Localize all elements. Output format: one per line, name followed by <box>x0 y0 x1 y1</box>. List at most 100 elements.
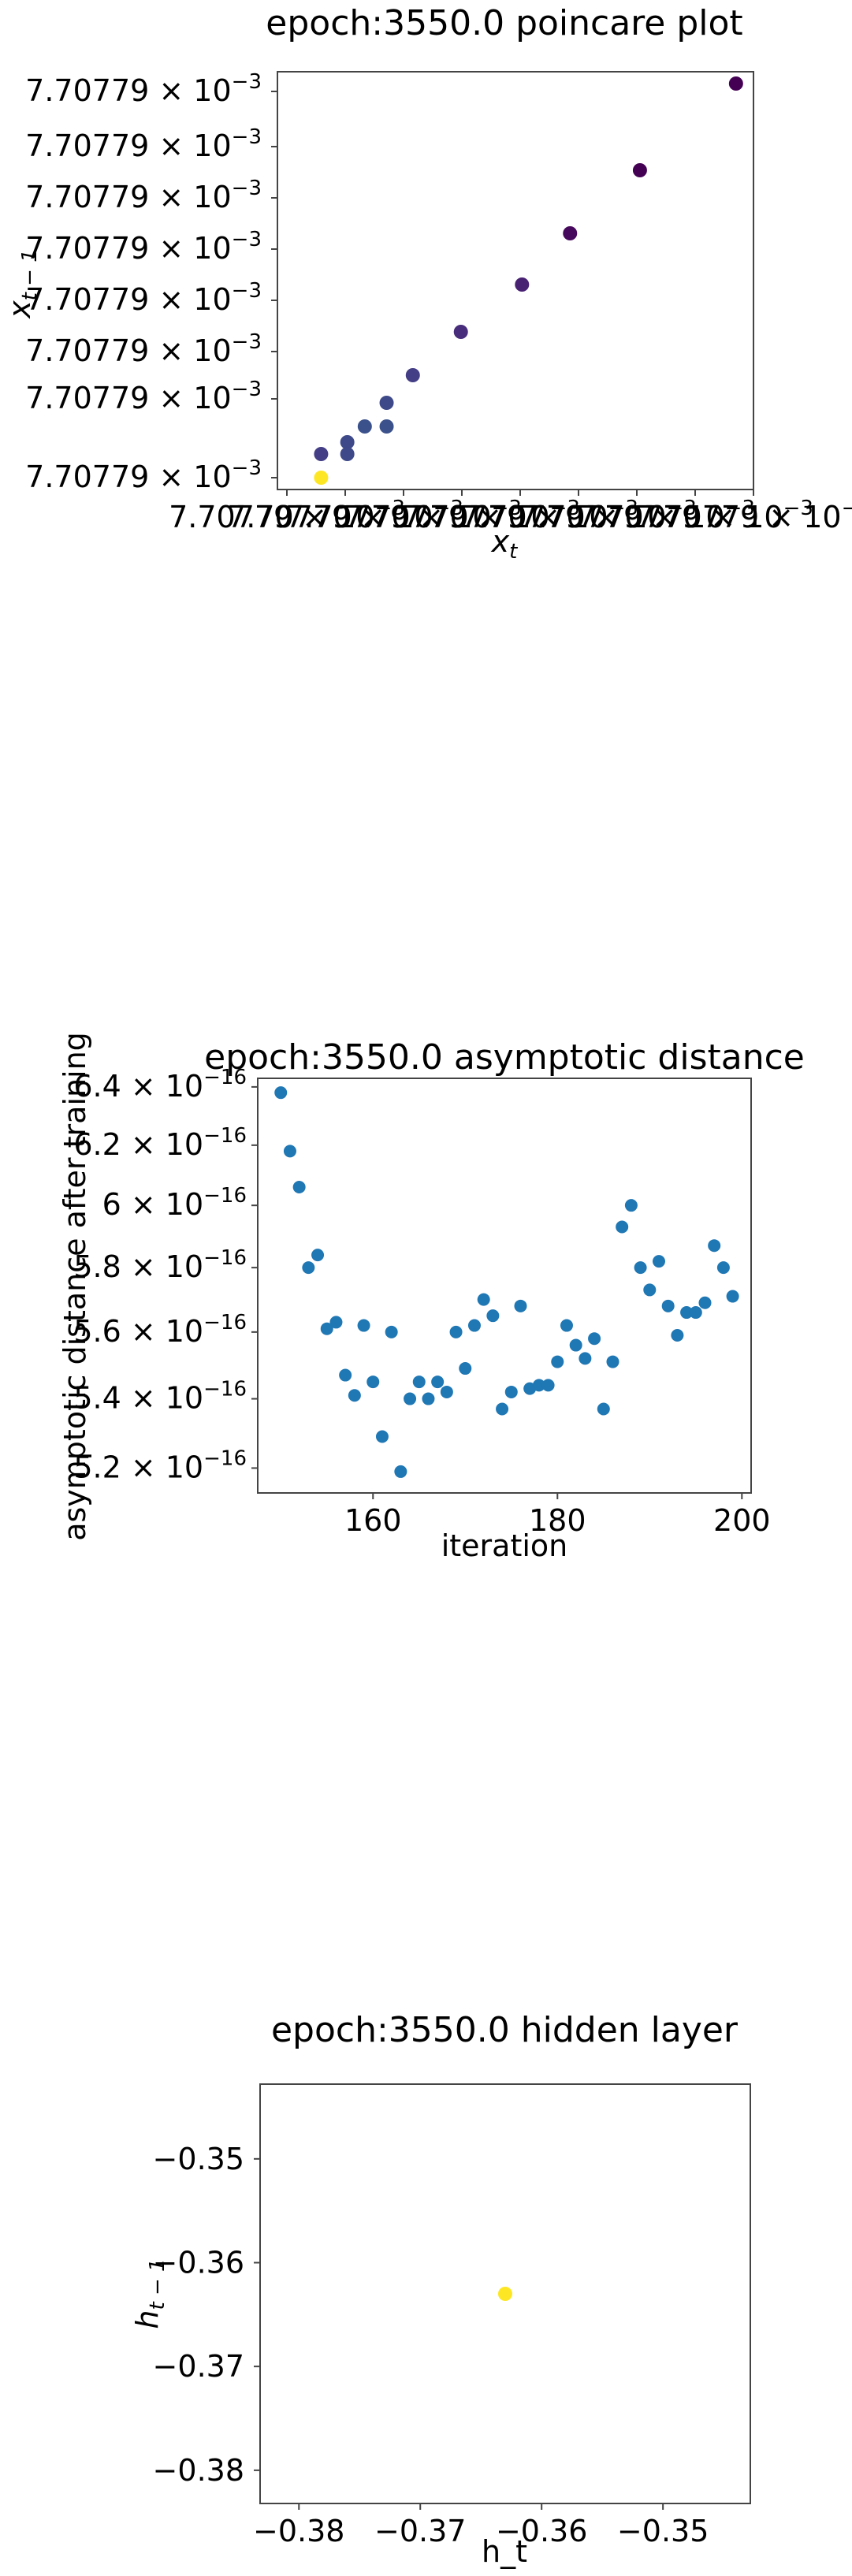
hidden-chart-title: epoch:3550.0 hidden layer <box>271 2010 739 2050</box>
poincare-y-tick-label: 7.70779 × 10−3 <box>25 330 262 368</box>
distance-plot-frame <box>257 1078 752 1494</box>
hidden-x-ticks: −0.38 −0.37 −0.36 −0.35 <box>253 2503 709 2548</box>
distance-point <box>375 1430 389 1443</box>
distance-x-tick-label: 180 <box>529 1503 586 1538</box>
distance-point <box>661 1299 675 1312</box>
poincare-x-tick-label: 7.70779 × 10−3 <box>227 497 463 534</box>
asymptotic-distance-chart: epoch:3550.0 asymptotic distance 5.2 × 1… <box>58 1032 805 1563</box>
distance-point <box>541 1379 555 1392</box>
hidden-x-tick-label: −0.35 <box>617 2514 709 2548</box>
distance-y-tick-label: 6.4 × 10−16 <box>73 1066 247 1104</box>
distance-point <box>283 1145 296 1158</box>
distance-x-tick-label: 160 <box>344 1503 402 1538</box>
distance-point <box>634 1261 647 1275</box>
distance-point <box>339 1368 352 1382</box>
distance-y-tick-label: 5.2 × 10−16 <box>73 1446 247 1484</box>
distance-y-tick-label: 6 × 10−16 <box>102 1184 247 1222</box>
distance-point <box>606 1355 619 1368</box>
poincare-x-tick-label: 7.70779 × 10−3 <box>577 497 813 534</box>
distance-point <box>716 1261 730 1275</box>
poincare-x-tick-label: 7.70779 × 10−3 <box>285 497 522 534</box>
poincare-y-tick-label: 7.70779 × 10−3 <box>25 378 262 415</box>
distance-point <box>652 1255 665 1268</box>
poincare-point <box>563 226 578 240</box>
distance-point <box>486 1309 500 1323</box>
poincare-plot-frame <box>277 71 754 490</box>
poincare-x-tick-label: 7.70779 × 10−3 <box>169 497 405 534</box>
poincare-x-tick-label: 7.70779 × 10−3 <box>460 497 697 534</box>
distance-point <box>329 1316 343 1329</box>
distance-point <box>422 1392 435 1405</box>
distance-point <box>514 1299 527 1312</box>
distance-point <box>569 1338 582 1352</box>
poincare-y-tick-label: 7.70779 × 10−3 <box>25 279 262 317</box>
distance-point <box>412 1375 426 1389</box>
poincare-point <box>314 471 329 485</box>
poincare-point <box>405 368 420 382</box>
distance-point <box>357 1319 370 1332</box>
distance-point <box>680 1306 694 1320</box>
poincare-x-tick-label: 7.70779 × 10−3 <box>344 497 580 534</box>
poincare-point <box>453 325 468 339</box>
distance-point <box>320 1322 333 1335</box>
poincare-point <box>379 419 394 434</box>
poincare-y-tick-label: 7.70779 × 10−3 <box>25 177 262 214</box>
poincare-x-tick-label: 7.70779 × 10−3 <box>635 497 852 534</box>
poincare-chart-title: epoch:3550.0 poincare plot <box>266 3 742 43</box>
poincare-point <box>728 76 743 91</box>
distance-x-axis-label: iteration <box>441 1528 568 1563</box>
distance-y-tick-label: 5.4 × 10−16 <box>73 1378 247 1416</box>
hidden-y-tick-label: −0.37 <box>153 2349 244 2384</box>
distance-point <box>643 1283 657 1297</box>
distance-point <box>698 1296 712 1309</box>
distance-point <box>689 1306 702 1320</box>
hidden-x-tick-label: −0.38 <box>253 2514 344 2548</box>
distance-point <box>616 1220 629 1234</box>
distance-point <box>431 1375 445 1389</box>
poincare-x-tick-label: 7.70779 × 10−3 <box>402 497 638 534</box>
distance-point <box>560 1319 573 1332</box>
hidden-point <box>498 2287 512 2301</box>
distance-point <box>496 1402 509 1416</box>
distance-point <box>504 1385 518 1398</box>
distance-point <box>394 1465 407 1478</box>
distance-y-tick-label: 5.8 × 10−16 <box>73 1246 247 1284</box>
distance-point <box>708 1239 721 1253</box>
poincare-x-ticks: 7.70779 × 10−37.70779 × 10−37.70779 × 10… <box>169 490 852 534</box>
hidden-y-tick-label: −0.35 <box>153 2142 244 2176</box>
poincare-y-tick-label: 7.70779 × 10−3 <box>25 228 262 266</box>
distance-y-tick-label: 5.6 × 10−16 <box>73 1311 247 1349</box>
poincare-point <box>357 419 372 434</box>
poincare-x-axis-label: xt <box>491 524 519 564</box>
distance-point <box>597 1402 610 1416</box>
poincare-y-tick-label: 7.70779 × 10−3 <box>25 125 262 163</box>
distance-point <box>579 1352 592 1365</box>
poincare-point <box>340 435 355 449</box>
hidden-y-ticks: −0.35 −0.36 −0.37 −0.38 <box>153 2142 260 2488</box>
distance-point <box>459 1362 472 1375</box>
distance-x-ticks: 160 180 200 <box>344 1493 771 1538</box>
distance-point <box>348 1389 361 1402</box>
hidden-y-tick-label: −0.36 <box>153 2245 244 2280</box>
poincare-y-tick-label: 7.70779 × 10−3 <box>25 70 262 108</box>
poincare-point <box>632 163 647 177</box>
poincare-point <box>515 277 530 292</box>
hidden-y-tick-label: −0.38 <box>153 2453 244 2488</box>
distance-y-axis-label: asymptotic distance after training <box>58 1032 92 1541</box>
poincare-y-ticks: 7.70779 × 10−3 7.70779 × 10−3 7.70779 × 10… <box>25 70 277 494</box>
poincare-points <box>314 76 743 485</box>
distance-point <box>532 1379 545 1392</box>
distance-point <box>311 1249 325 1262</box>
distance-point <box>366 1375 380 1389</box>
hidden-points <box>498 2287 512 2301</box>
distance-point <box>385 1325 398 1338</box>
distance-point <box>624 1199 638 1212</box>
poincare-x-tick-label: 7.70779 × 10−3 <box>519 497 755 534</box>
distance-point <box>274 1086 288 1100</box>
distance-point <box>551 1355 564 1368</box>
hidden-x-tick-label: −0.36 <box>496 2514 587 2548</box>
distance-point <box>477 1293 490 1306</box>
hidden-y-axis-label: ht − 1 <box>130 2258 169 2328</box>
hidden-x-tick-label: −0.37 <box>374 2514 466 2548</box>
